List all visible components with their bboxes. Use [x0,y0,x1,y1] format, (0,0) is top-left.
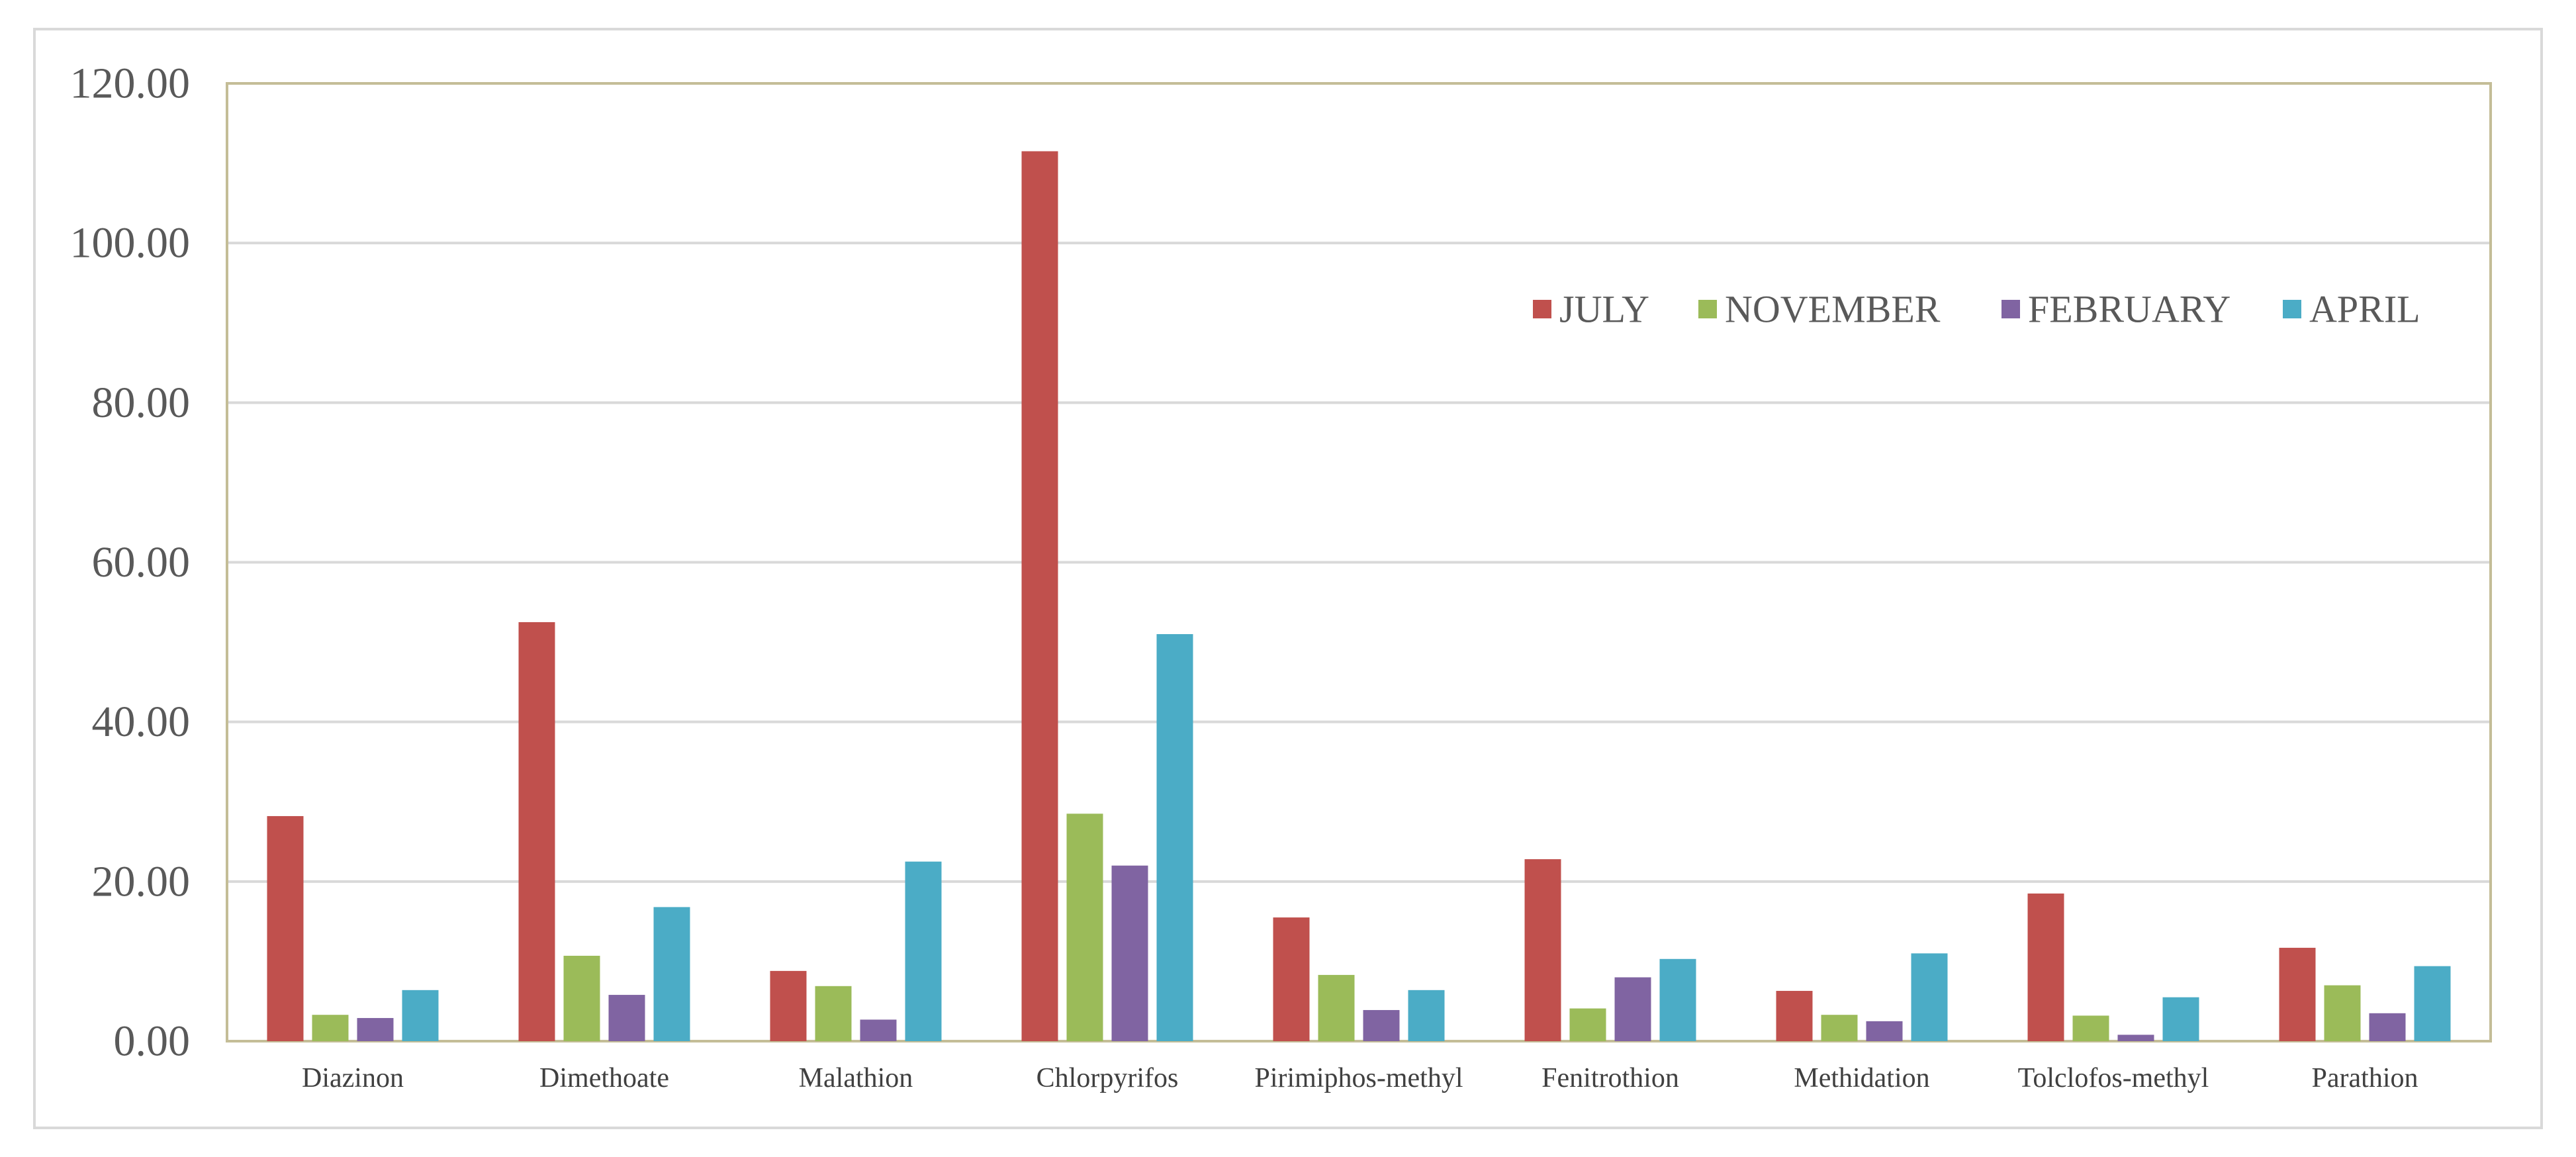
bar-november-malathion [815,986,852,1041]
bar-april-parathion [2414,966,2451,1041]
bar-february-diazinon [357,1018,394,1041]
x-tick-label: Parathion [2312,1063,2418,1093]
bar-november-parathion [2324,985,2361,1041]
y-tick-label: 60.00 [92,538,191,586]
legend-swatch [1533,300,1551,318]
bar-february-parathion [2369,1013,2406,1041]
bar-july-chlorpyrifos [1021,151,1058,1041]
bar-november-pirimiphos-methyl [1318,974,1355,1041]
bar-february-tolclofos-methyl [2117,1035,2154,1041]
legend-label: JULY [1559,288,1649,331]
y-tick-label: 100.00 [70,219,191,267]
bar-november-diazinon [312,1015,349,1041]
bar-july-methidation [1776,991,1813,1041]
x-tick-label: Dimethoate [539,1063,669,1093]
bar-april-diazinon [402,990,439,1041]
x-tick-label: Methidation [1794,1063,1929,1093]
legend-label: NOVEMBER [1725,288,1941,331]
bar-november-tolclofos-methyl [2072,1015,2109,1041]
x-tick-label: Fenitrothion [1541,1063,1679,1093]
bar-july-tolclofos-methyl [2027,893,2064,1041]
x-tick-label: Malathion [799,1063,913,1093]
bar-april-malathion [905,861,942,1041]
bar-november-methidation [1821,1015,1858,1041]
bar-february-methidation [1866,1021,1903,1041]
x-tick-label: Tolclofos-methyl [2018,1063,2209,1093]
bar-july-dimethoate [518,622,555,1041]
bar-april-chlorpyrifos [1156,634,1193,1041]
y-tick-label: 20.00 [92,857,191,905]
plot-area-border [226,82,2492,1042]
bar-july-parathion [2279,947,2316,1041]
x-tick-label: Pirimiphos-methyl [1255,1063,1463,1093]
bar-february-fenitrothion [1614,977,1651,1041]
bar-november-dimethoate [563,955,600,1041]
bar-february-dimethoate [608,995,645,1041]
legend-label: APRIL [2309,288,2420,331]
y-tick-label: 80.00 [92,379,191,427]
bar-april-dimethoate [653,907,690,1041]
bar-april-fenitrothion [1659,958,1696,1041]
bar-july-fenitrothion [1524,859,1561,1041]
bar-april-pirimiphos-methyl [1408,990,1445,1041]
gridlines [227,82,2491,1042]
bar-february-pirimiphos-methyl [1363,1009,1400,1041]
bar-february-chlorpyrifos [1111,865,1148,1041]
legend-swatch [2001,300,2020,318]
bar-april-tolclofos-methyl [2162,997,2199,1041]
y-axis-tick-labels: 0.00 20.00 40.00 60.00 80.00 100.00 120.00 [70,60,191,1066]
legend-label: FEBRUARY [2028,288,2231,331]
bar-february-malathion [860,1019,897,1041]
x-tick-label: Diazinon [302,1063,404,1093]
y-tick-label: 120.00 [70,60,191,108]
bar-april-methidation [1911,953,1948,1041]
x-axis-tick-labels: Diazinon Dimethoate Malathion Chlorpyrifos P… [302,1063,2418,1093]
bars [267,151,2451,1041]
bar-july-pirimiphos-methyl [1273,917,1310,1041]
legend-swatch [1698,300,1717,318]
bar-july-diazinon [267,815,304,1041]
legend-swatch [2283,300,2301,318]
bar-november-fenitrothion [1569,1008,1606,1041]
bar-july-malathion [770,970,807,1041]
legend: JULY NOVEMBER FEBRUARY APRIL [1533,288,2420,331]
x-tick-label: Chlorpyrifos [1036,1063,1179,1093]
bar-november-chlorpyrifos [1066,813,1103,1041]
y-tick-label: 0.00 [114,1017,191,1066]
y-tick-label: 40.00 [92,698,191,746]
